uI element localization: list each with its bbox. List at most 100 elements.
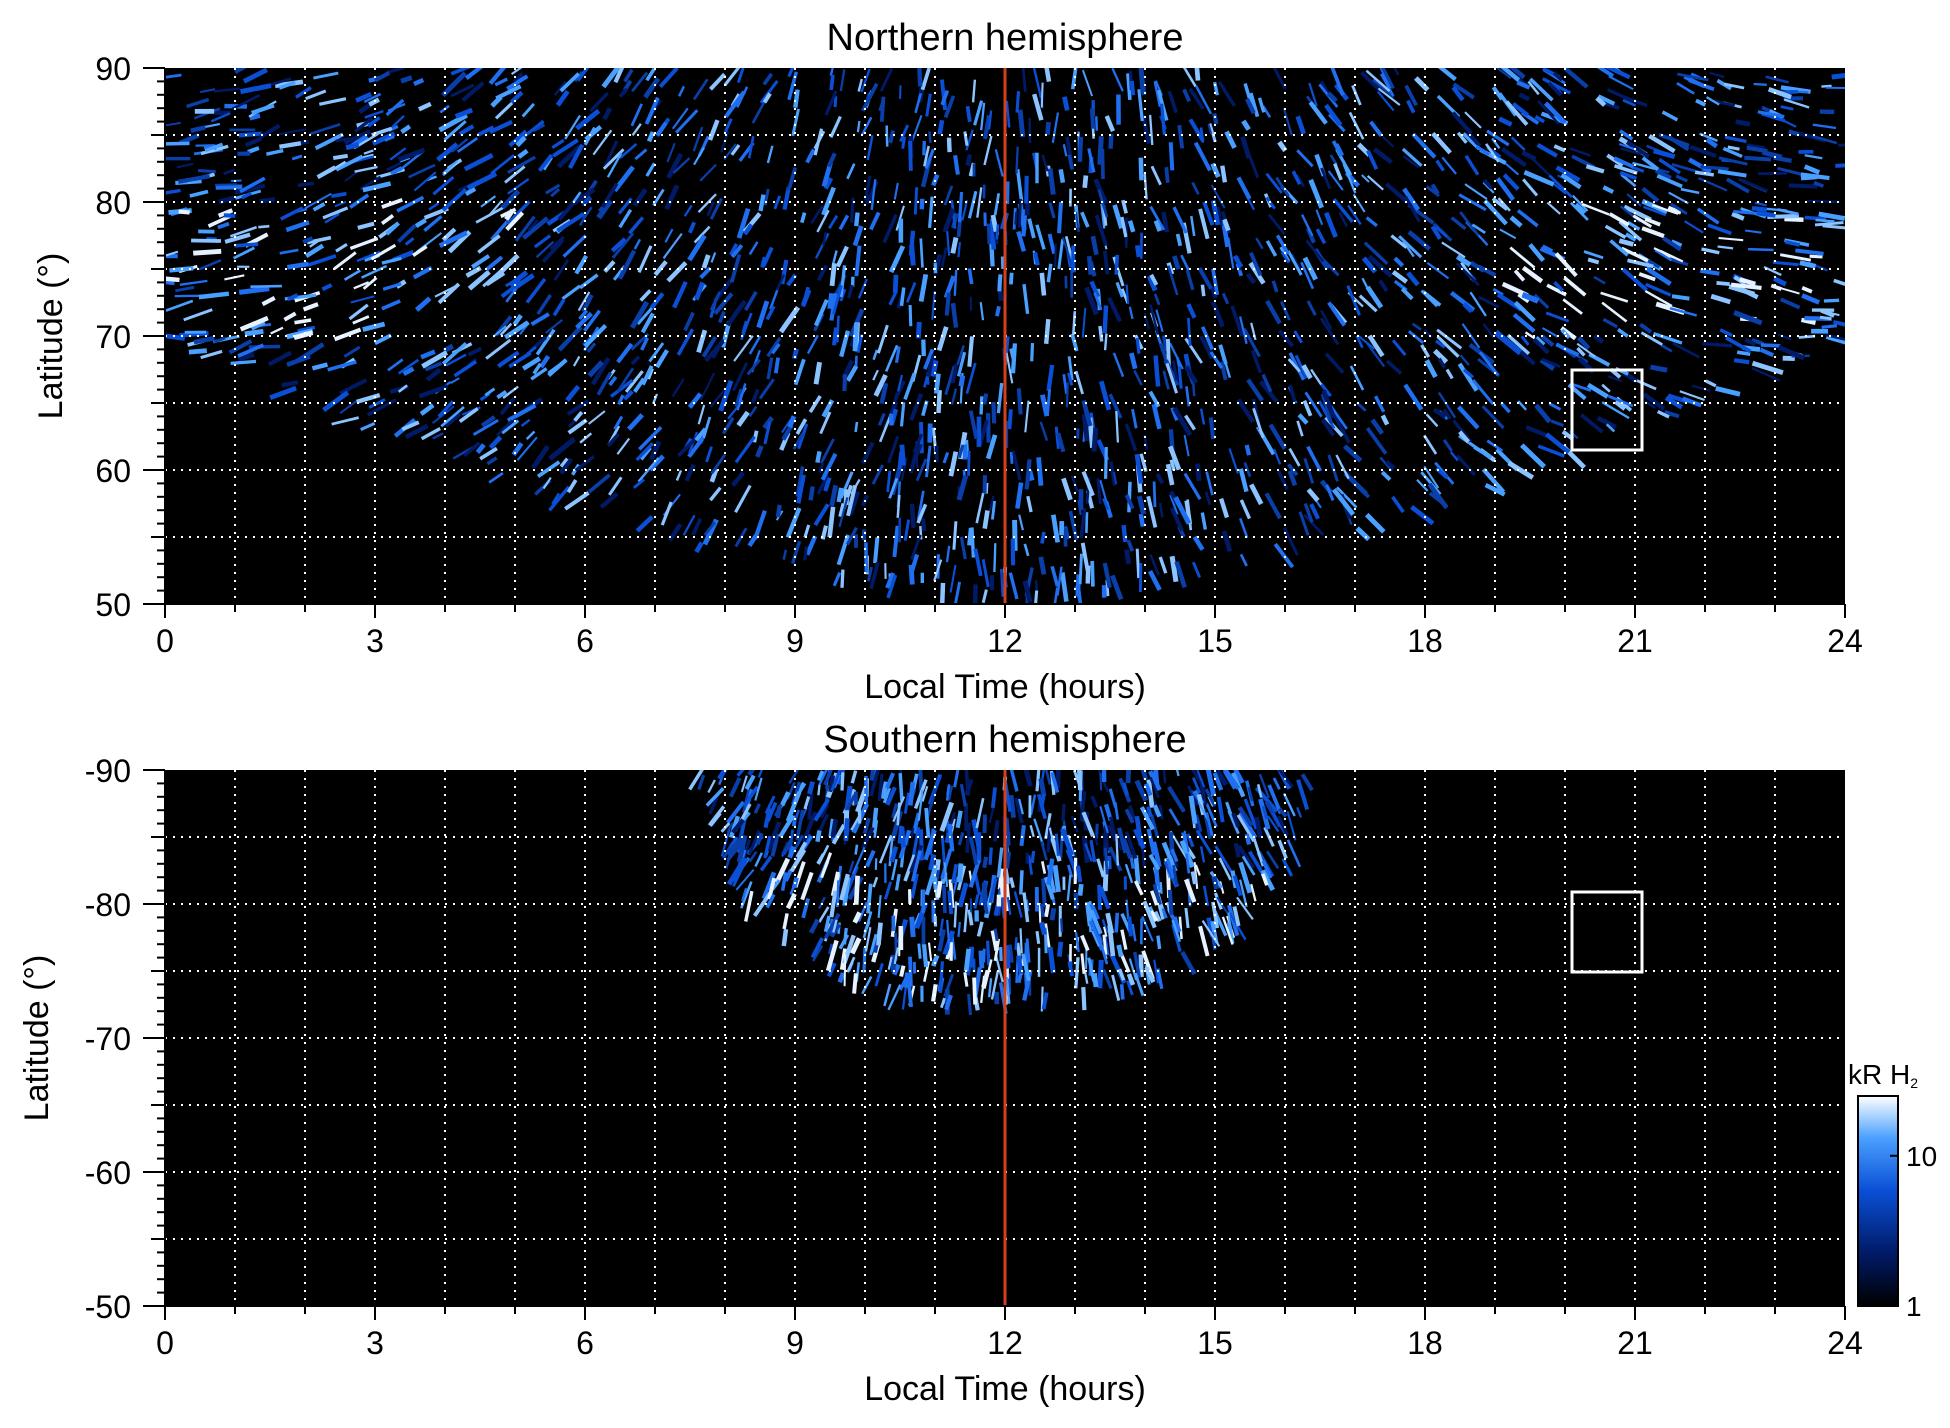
emission-stroke: [1080, 884, 1081, 896]
emission-stroke: [923, 340, 924, 356]
emission-stroke: [1130, 221, 1133, 232]
emission-stroke: [1247, 445, 1249, 455]
emission-stroke: [1080, 554, 1081, 585]
emission-stroke: [1016, 212, 1017, 225]
emission-stroke: [852, 198, 853, 223]
emission-stroke: [1124, 525, 1126, 542]
emission-stroke: [966, 949, 969, 971]
x-tick-label: 24: [1827, 1325, 1863, 1361]
emission-stroke: [1141, 955, 1142, 978]
emission-stroke: [1737, 352, 1750, 354]
emission-stroke: [282, 382, 298, 385]
emission-stroke: [1086, 512, 1087, 533]
emission-stroke: [810, 782, 813, 794]
emission-stroke: [1141, 158, 1142, 181]
y-tick-label: 70: [95, 319, 131, 355]
emission-stroke: [1007, 181, 1008, 204]
emission-stroke: [926, 808, 928, 838]
emission-stroke: [959, 863, 961, 882]
emission-stroke: [969, 269, 971, 285]
emission-stroke: [1076, 957, 1078, 988]
emission-stroke: [1094, 428, 1096, 452]
emission-stroke: [1116, 411, 1118, 442]
y-tick-label: -50: [85, 1289, 131, 1325]
emission-stroke: [1824, 300, 1839, 301]
emission-stroke: [984, 857, 986, 868]
emission-stroke: [955, 902, 956, 928]
emission-stroke: [1016, 147, 1017, 174]
emission-stroke: [1021, 928, 1022, 953]
emission-stroke: [988, 941, 989, 966]
emission-stroke: [835, 96, 836, 107]
y-tick-label: 50: [95, 587, 131, 623]
emission-stroke: [245, 331, 264, 334]
emission-stroke: [1064, 97, 1067, 111]
emission-stroke: [958, 242, 960, 257]
emission-stroke: [930, 424, 931, 443]
emission-stroke: [1039, 457, 1041, 485]
emission-stroke: [1096, 116, 1097, 130]
emission-stroke: [833, 819, 836, 837]
emission-stroke: [837, 316, 838, 343]
emission-stroke: [1041, 779, 1044, 797]
emission-stroke: [1161, 882, 1162, 894]
south-xlabel: Local Time (hours): [864, 1370, 1146, 1408]
emission-stroke: [1079, 765, 1080, 790]
emission-stroke: [955, 270, 956, 296]
y-tick-label: 60: [95, 453, 131, 489]
emission-stroke: [1041, 557, 1044, 575]
emission-stroke: [235, 244, 259, 246]
emission-stroke: [940, 120, 942, 134]
south-ylabel: Latitude (°): [18, 955, 56, 1122]
x-tick-label: 18: [1407, 623, 1443, 659]
emission-stroke: [1744, 158, 1771, 160]
emission-stroke: [955, 155, 958, 174]
emission-stroke: [985, 815, 986, 834]
emission-stroke: [994, 543, 995, 572]
emission-stroke: [1092, 109, 1093, 129]
emission-stroke: [1027, 459, 1030, 489]
emission-stroke: [1048, 122, 1049, 135]
emission-stroke: [754, 431, 756, 442]
emission-stroke: [298, 183, 314, 185]
emission-stroke: [878, 923, 880, 946]
emission-stroke: [817, 831, 819, 842]
emission-stroke: [1063, 804, 1064, 821]
emission-stroke: [1700, 271, 1719, 274]
emission-stroke: [1197, 63, 1199, 81]
emission-stroke: [949, 138, 950, 152]
emission-stroke: [912, 504, 914, 528]
emission-stroke: [1116, 255, 1117, 275]
emission-stroke: [1805, 218, 1827, 220]
colorbar-label: kR H2: [1848, 1059, 1918, 1091]
emission-stroke: [1247, 834, 1249, 844]
emission-stroke: [989, 224, 990, 245]
emission-stroke: [1026, 176, 1027, 204]
emission-stroke: [1037, 931, 1039, 944]
emission-stroke: [216, 187, 243, 188]
emission-stroke: [401, 78, 412, 82]
emission-stroke: [1166, 167, 1168, 183]
emission-stroke: [1042, 83, 1043, 108]
emission-stroke: [1784, 219, 1803, 220]
x-tick-label: 15: [1197, 1325, 1233, 1361]
emission-stroke: [842, 772, 843, 790]
emission-stroke: [944, 885, 945, 913]
emission-stroke: [949, 891, 951, 914]
emission-stroke: [198, 171, 216, 172]
emission-stroke: [856, 422, 857, 432]
emission-stroke: [1058, 761, 1059, 788]
emission-stroke: [1100, 960, 1102, 988]
emission-stroke: [1116, 913, 1117, 933]
emission-stroke: [1193, 872, 1195, 885]
emission-stroke: [249, 347, 280, 348]
emission-stroke: [875, 537, 877, 563]
emission-stroke: [902, 445, 904, 466]
x-tick-label: 6: [576, 1325, 594, 1361]
emission-stroke: [1127, 550, 1129, 564]
emission-stroke: [954, 521, 956, 549]
emission-stroke: [805, 546, 807, 560]
emission-stroke: [856, 845, 857, 855]
emission-stroke: [832, 263, 834, 286]
emission-stroke: [1822, 326, 1837, 328]
